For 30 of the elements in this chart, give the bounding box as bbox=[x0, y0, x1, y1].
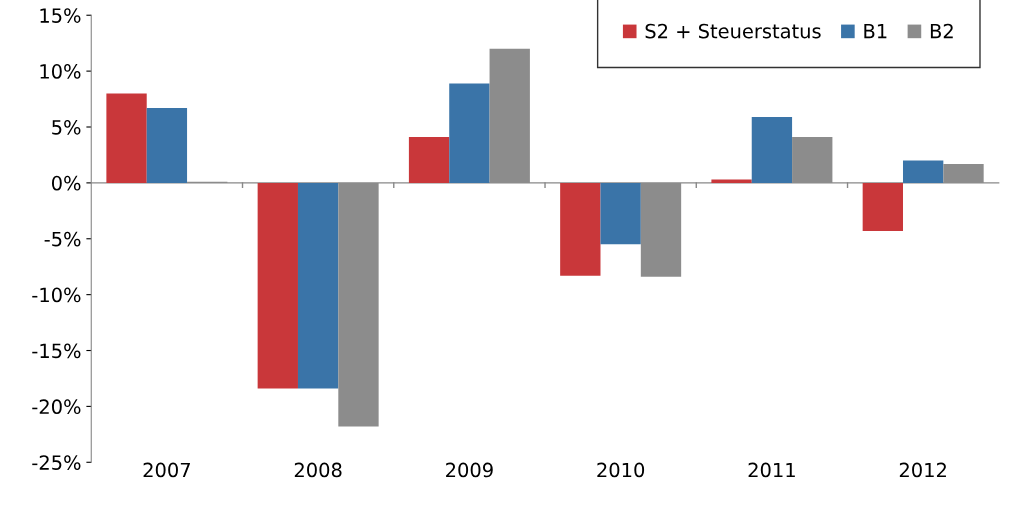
legend-label: B2 bbox=[930, 23, 953, 39]
y-tick-label: -20% bbox=[32, 399, 81, 415]
y-tick-label: -5% bbox=[44, 231, 81, 247]
y-tick-label: -10% bbox=[32, 287, 81, 303]
bar bbox=[297, 182, 339, 389]
bar bbox=[560, 182, 601, 276]
y-tick-label: -25% bbox=[32, 455, 81, 470]
x-tick-label: 2010 bbox=[597, 462, 645, 478]
x-tick-label: 2008 bbox=[294, 462, 342, 478]
bar bbox=[862, 182, 903, 231]
x-tick-label: 2009 bbox=[446, 462, 493, 478]
legend-label: B1 bbox=[864, 24, 887, 39]
bar bbox=[600, 182, 641, 245]
bar bbox=[751, 116, 793, 183]
bar bbox=[106, 93, 147, 183]
y-tick-label: -15% bbox=[32, 343, 81, 359]
bar bbox=[408, 137, 450, 183]
bar bbox=[711, 179, 752, 183]
bar bbox=[903, 160, 944, 183]
y-tick-label: 5% bbox=[52, 119, 81, 135]
x-tick-label: 2011 bbox=[748, 462, 795, 478]
y-tick-label: 15% bbox=[40, 8, 81, 23]
legend-label: S2 + Steuerstatus bbox=[645, 23, 821, 39]
x-tick-label: 2007 bbox=[143, 462, 190, 478]
bar bbox=[449, 83, 490, 183]
x-tick-label: 2012 bbox=[899, 462, 946, 478]
y-tick-label: 10% bbox=[40, 64, 81, 79]
bar bbox=[257, 182, 298, 389]
bar bbox=[146, 108, 188, 183]
y-tick-label: 0% bbox=[51, 175, 81, 191]
